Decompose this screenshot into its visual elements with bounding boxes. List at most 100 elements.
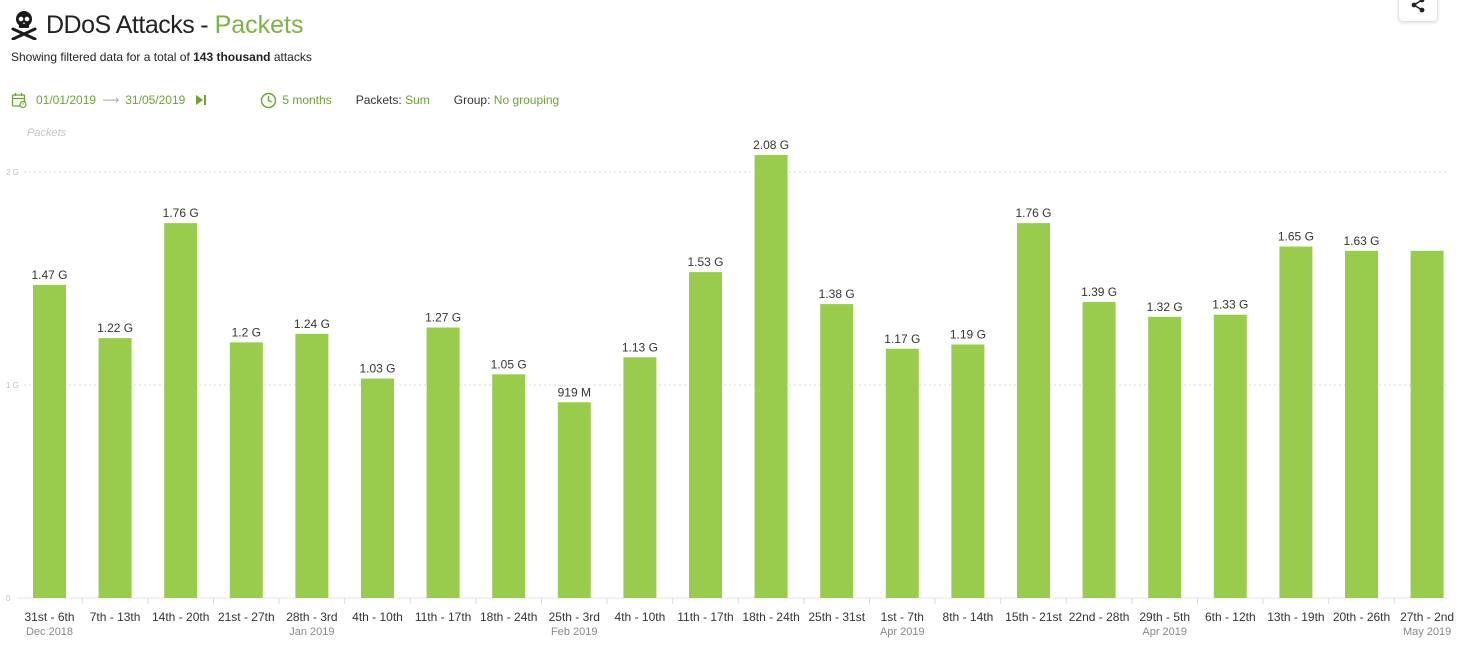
bar-value-label: 1.63 G [1343, 234, 1379, 248]
skip-to-end-icon[interactable] [195, 94, 207, 106]
x-tick-label: 11th - 17th [677, 610, 733, 624]
x-tick-label: 18th - 24th [742, 610, 799, 624]
bar-value-label: 1.76 G [1015, 206, 1051, 220]
x-tick-label: 18th - 24th [480, 610, 537, 624]
packets-label: Packets: [355, 93, 402, 107]
bar[interactable] [885, 348, 919, 598]
date-range-picker[interactable]: 01/01/2019 ⟶ 31/05/2019 [11, 92, 215, 109]
bar[interactable] [295, 333, 329, 598]
bar[interactable] [33, 284, 66, 598]
bar-value-label: 1.32 G [1147, 300, 1183, 314]
x-tick-label: 11th - 17th [415, 610, 471, 624]
group-value[interactable]: No grouping [493, 93, 560, 107]
x-tick-label: 20th - 26th [1333, 610, 1390, 624]
bar[interactable] [820, 304, 854, 598]
y-tick-label: 1 G [6, 381, 19, 390]
bar-value-label: 1.53 G [687, 255, 723, 269]
packets-aggregation-selector[interactable]: Packets: Sum [356, 93, 430, 107]
bar-value-label: 1.17 G [884, 332, 920, 346]
time-range-value[interactable]: 5 months [282, 93, 332, 107]
bar-value-label: 1.65 G [1278, 230, 1314, 244]
bar[interactable] [689, 272, 722, 598]
x-tick-label: 22nd - 28th [1069, 610, 1130, 624]
bar[interactable] [557, 402, 591, 598]
metric-title: Packets [214, 10, 304, 39]
bar-value-label: 1.76 G [163, 206, 199, 220]
bar[interactable] [492, 374, 526, 598]
summary-prefix: Showing filtered data for a total of [11, 50, 190, 64]
x-tick-sublabel: Feb 2019 [551, 626, 597, 638]
skull-crossbones-icon [11, 11, 37, 40]
bar-value-label: 1.38 G [819, 287, 855, 301]
bar-value-label: 1.24 G [294, 317, 330, 331]
share-button[interactable] [1398, 0, 1438, 22]
bar[interactable] [1279, 246, 1313, 599]
bar[interactable] [1345, 250, 1378, 598]
bar[interactable] [754, 154, 788, 598]
bar-value-label: 1.39 G [1081, 285, 1117, 299]
x-tick-sublabel: Jan 2019 [289, 626, 334, 638]
bar-value-label: 1.47 G [31, 268, 67, 282]
y-tick-label: 2 G [6, 168, 19, 177]
bar[interactable] [361, 378, 394, 598]
bar[interactable] [623, 357, 657, 598]
bar-value-label: 1.22 G [97, 321, 133, 335]
bar[interactable] [951, 344, 985, 598]
page-header: DDoS Attacks - Packets [10, 8, 304, 42]
start-date[interactable]: 01/01/2019 [36, 93, 97, 107]
x-tick-sublabel: Apr 2019 [880, 626, 925, 638]
calendar-icon [11, 92, 27, 108]
bar[interactable] [1017, 223, 1050, 598]
x-tick-label: 6th - 12th [1205, 610, 1256, 624]
x-tick-label: 1st - 7th [881, 610, 924, 624]
x-tick-label: 7th - 13th [90, 610, 141, 624]
clock-icon [261, 92, 277, 108]
bar[interactable] [1213, 314, 1247, 598]
end-date[interactable]: 31/05/2019 [125, 93, 186, 107]
share-icon [1411, 0, 1425, 13]
filter-bar: 01/01/2019 ⟶ 31/05/2019 5 months Packets… [11, 90, 559, 110]
bar-value-label: 1.27 G [425, 310, 461, 324]
x-tick-label: 4th - 10th [352, 610, 403, 624]
packets-value[interactable]: Sum [405, 93, 430, 107]
x-tick-label: 21st - 27th [218, 610, 275, 624]
bar-value-label: 1.05 G [491, 357, 527, 371]
bar-value-label: 1.03 G [359, 362, 395, 376]
bar-value-label: 2.08 G [753, 138, 789, 152]
time-range-selector[interactable]: 5 months [260, 92, 332, 109]
x-tick-label: 28th - 3rd [286, 610, 337, 624]
bar[interactable] [229, 342, 263, 598]
x-tick-label: 25th - 3rd [549, 610, 600, 624]
bar[interactable] [1410, 250, 1444, 598]
x-tick-label: 31st - 6th [24, 610, 74, 624]
bar[interactable] [426, 327, 460, 598]
bar-value-label: 1.2 G [232, 325, 261, 339]
page-title: DDoS Attacks [46, 10, 195, 39]
group-label: Group: [453, 93, 491, 107]
x-tick-label: 25th - 31st [808, 610, 865, 624]
x-tick-label: 15th - 21st [1005, 610, 1062, 624]
bar-value-label: 1.19 G [950, 328, 986, 342]
summary-count: 143 thousand [193, 50, 271, 64]
x-tick-sublabel: May 2019 [1403, 626, 1451, 638]
y-tick-label: 0 [6, 594, 11, 603]
bar[interactable] [1148, 316, 1182, 598]
date-arrow: ⟶ [102, 93, 120, 107]
x-tick-label: 29th - 5th [1139, 610, 1190, 624]
bar-value-label: 1.13 G [622, 340, 658, 354]
bar[interactable] [1082, 301, 1116, 598]
x-tick-label: 27th - 2nd [1400, 610, 1454, 624]
bar[interactable] [98, 338, 132, 598]
bar-value-label: 1.33 G [1212, 298, 1248, 312]
x-tick-sublabel: Apr 2019 [1142, 626, 1187, 638]
group-selector[interactable]: Group: No grouping [454, 93, 559, 107]
bar[interactable] [164, 223, 198, 598]
y-axis-title: Packets [27, 127, 67, 139]
x-tick-sublabel: Dec 2018 [26, 626, 73, 638]
x-tick-label: 8th - 14th [943, 610, 994, 624]
title-separator: - [200, 10, 209, 39]
x-tick-label: 4th - 10th [615, 610, 666, 624]
summary-suffix: attacks [273, 50, 312, 64]
bar-value-label: 919 M [558, 385, 591, 399]
